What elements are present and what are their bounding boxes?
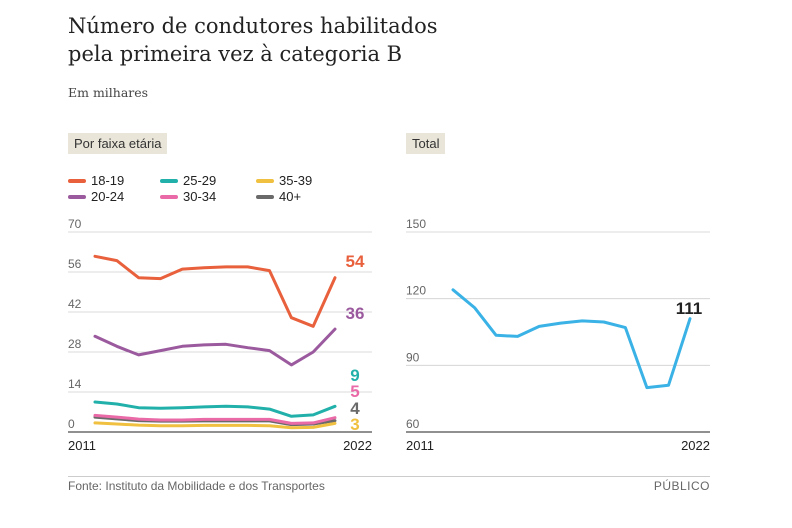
age-y-tick-label: 56	[68, 257, 82, 271]
total-y-tick-label: 90	[406, 350, 420, 364]
age-x-tick-label-start: 2011	[68, 438, 96, 453]
age-series-line-30-34	[93, 413, 337, 425]
legend-item-30-34: 30-34	[160, 189, 216, 205]
chart-title-line-1: Número de condutores habilitados	[68, 14, 438, 38]
legend-label-25-29: 25-29	[183, 173, 217, 188]
legend-swatch-40	[256, 194, 274, 199]
age-series-line-18-19	[93, 254, 337, 328]
legend-item-35-39: 35-39	[256, 173, 312, 189]
age-y-tick-label: 70	[68, 217, 82, 231]
panel-label-total: Total	[406, 133, 446, 154]
age-end-label-40: 4	[350, 399, 360, 418]
age-series-line-35-39	[93, 421, 337, 430]
age-end-label-35-39: 3	[350, 415, 359, 434]
legend-swatch-30-34	[160, 194, 178, 199]
chart-subtitle: Em milhares	[68, 85, 149, 100]
age-end-label-20-24: 36	[346, 304, 365, 323]
legend-item-18-19: 18-19	[68, 173, 124, 189]
legend-swatch-20-24	[68, 194, 86, 199]
brand-logo: PÚBLICO	[653, 479, 710, 493]
total-end-label: 111	[676, 299, 703, 318]
total-y-tick-label: 150	[406, 217, 426, 231]
legend-label-40: 40+	[279, 189, 302, 204]
panel-label-age-groups: Por faixa etária	[68, 133, 168, 154]
total-x-tick-label-end: 2022	[681, 438, 710, 453]
legend-item-40: 40+	[256, 189, 301, 205]
age-end-label-25-29: 9	[350, 366, 359, 385]
legend-swatch-25-29	[160, 178, 178, 183]
age-y-tick-label: 14	[68, 377, 82, 391]
age-end-label-30-34: 5	[350, 382, 359, 401]
legend-item-20-24: 20-24	[68, 189, 124, 205]
legend-label-18-19: 18-19	[91, 173, 125, 188]
total-x-tick-label-start: 2011	[406, 438, 434, 453]
legend-item-25-29: 25-29	[160, 173, 216, 189]
total-series-line-total	[451, 288, 692, 390]
total-y-tick-label: 120	[406, 284, 426, 298]
footer: Fonte: Instituto da Mobilidade e dos Tra…	[68, 476, 710, 493]
age-x-tick-label-end: 2022	[343, 438, 372, 453]
source-note: Fonte: Instituto da Mobilidade e dos Tra…	[68, 479, 325, 493]
legend-label-35-39: 35-39	[279, 173, 313, 188]
age-end-label-18-19: 54	[346, 252, 365, 271]
age-y-tick-label: 42	[68, 297, 82, 311]
chart-title: Número de condutores habilitados pela pr…	[68, 12, 438, 68]
age-y-tick-label: 28	[68, 337, 82, 351]
legend-label-20-24: 20-24	[91, 189, 125, 204]
chart-title-line-2: pela primeira vez à categoria B	[68, 42, 403, 66]
legend-swatch-35-39	[256, 178, 274, 183]
legend-swatch-18-19	[68, 178, 86, 183]
age-series-line-20-24	[93, 327, 337, 367]
age-series-line-25-29	[93, 400, 337, 418]
legend-label-30-34: 30-34	[183, 189, 217, 204]
total-y-tick-label: 60	[406, 417, 420, 431]
age-y-tick-label: 0	[68, 417, 75, 431]
